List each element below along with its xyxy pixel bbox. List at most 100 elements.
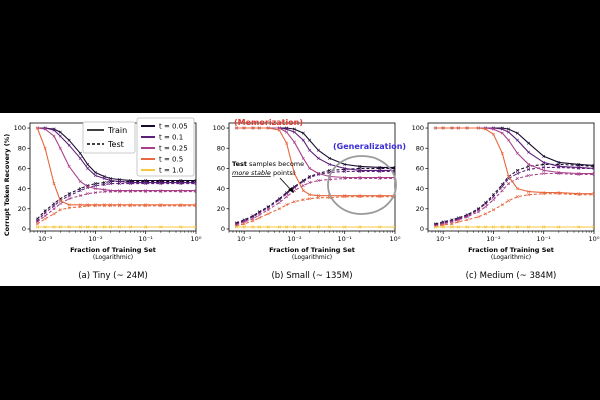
data-point-t025-test [557,171,561,175]
data-point-t025-test [58,202,62,206]
data-point-t025-train [491,127,495,131]
data-point-t05-train [476,126,480,130]
data-point-t10-test [476,225,480,229]
data-point-t05-test [266,212,270,216]
data-point-t025-train [308,166,312,170]
data-point-t005-test [285,191,289,195]
y-tick-label: 20 [217,205,225,213]
y-tick-label: 40 [18,185,26,193]
data-point-t10-test [234,225,238,229]
data-point-t005-test [515,168,519,172]
data-point-t05-test [358,195,362,199]
legend-t01-label: t = 0.1 [159,134,183,142]
data-point-t025-test [129,190,133,194]
y-tick-label: 100 [213,124,225,132]
y-tick-label: 0 [221,225,225,233]
data-point-t10-test [43,225,47,229]
data-point-t005-test [292,185,296,189]
data-point-t10-test [301,225,305,229]
data-point-t01-train [93,173,97,177]
x-tick-label: 10⁰ [191,235,202,243]
data-point-t025-test [378,177,382,181]
data-point-t025-test [277,201,281,205]
data-point-t10-test [577,225,581,229]
data-point-t01-test [117,182,121,186]
data-point-t05-test [557,192,561,196]
test-note-italic: more stable [232,169,271,177]
x-tick-label: 10⁻¹ [338,235,353,243]
data-point-t05-test [58,208,62,212]
y-tick-label: 100 [412,124,424,132]
data-point-t005-train [328,156,332,160]
data-point-t10-test [179,225,183,229]
data-point-t005-train [507,127,511,131]
data-point-t025-test [78,194,82,198]
series-line-t005-train [37,127,196,182]
data-point-t10-test [328,225,332,229]
series-line-t05-train [36,127,196,206]
test-note-rest1: samples become [247,160,304,168]
x-axis-label: Fraction of Training Set [269,246,355,254]
x-axis-sublabel: (Logarithmic) [491,254,531,261]
generalization-annotation: (Generalization) [333,142,406,151]
data-point-t05-train [257,126,261,130]
chart-panel-2: 0 20 40 60 80 100 10⁻³ 10⁻² 10⁻¹ 10⁰ Fraction of T… [412,122,600,281]
data-point-t05-test [117,204,121,208]
data-point-t05-test [450,222,454,226]
data-point-t005-train [86,162,90,166]
data-point-t025-test [577,172,581,176]
y-tick-label: 80 [18,144,26,152]
data-point-t10-test [465,225,469,229]
data-point-t05-train [266,126,270,130]
data-point-t10-test [144,225,148,229]
x-axis-label: Fraction of Training Set [468,246,554,254]
data-point-t05-train [308,193,312,197]
data-point-t005-train [542,154,546,158]
data-point-t10-test [308,225,312,229]
memorization-annotation: (Memorization) [234,118,303,127]
data-point-t05-test [179,204,183,208]
data-point-t01-train [109,179,113,183]
data-point-t025-train [515,151,519,155]
data-point-t005-train [67,138,71,142]
data-point-t005-train [78,151,82,155]
y-tick-label: 0 [22,225,26,233]
test-note-line2: more stable points! [232,169,296,177]
data-point-t05-train [491,132,495,136]
data-point-t05-train [500,151,504,155]
data-point-t10-test [35,225,39,229]
series-group [35,126,196,229]
data-point-t01-test [343,169,347,173]
data-point-t05-test [144,204,148,208]
data-point-t10-test [542,225,546,229]
data-point-t01-test [301,180,305,184]
y-tick-label: 60 [217,165,225,173]
data-point-t10-test [257,225,261,229]
data-point-t05-train [465,126,469,130]
data-point-t10-test [93,225,97,229]
test-note-line1: Test samples become [232,160,304,168]
plot-frame [427,122,595,232]
series-line-t01-test [36,183,196,222]
test-note-rest2: points! [271,169,296,177]
data-point-t01-test [43,211,47,215]
x-axis-sublabel: (Logarithmic) [93,254,133,261]
legend-t10-label: t = 1.0 [159,167,183,175]
subplot-caption: (b) Small (~ 135M) [271,271,352,281]
legend-t025-label: t = 0.25 [159,145,188,153]
x-tick-label: 10⁻¹ [139,235,154,243]
data-point-t005-train [292,127,296,131]
data-point-t05-test [194,204,196,208]
data-point-t05-train [43,146,47,150]
x-axis-label: Fraction of Training Set [70,246,156,254]
data-point-t025-train [316,171,320,175]
data-point-t05-train [67,203,71,207]
data-point-t10-test [86,225,90,229]
series-line-t025-test [36,191,196,223]
data-point-t05-train [251,126,255,130]
y-tick-label: 60 [416,165,424,173]
data-point-t025-test [465,215,469,219]
data-point-t05-test [257,216,261,220]
data-point-t10-test [285,225,289,229]
data-point-t10-test [515,225,519,229]
